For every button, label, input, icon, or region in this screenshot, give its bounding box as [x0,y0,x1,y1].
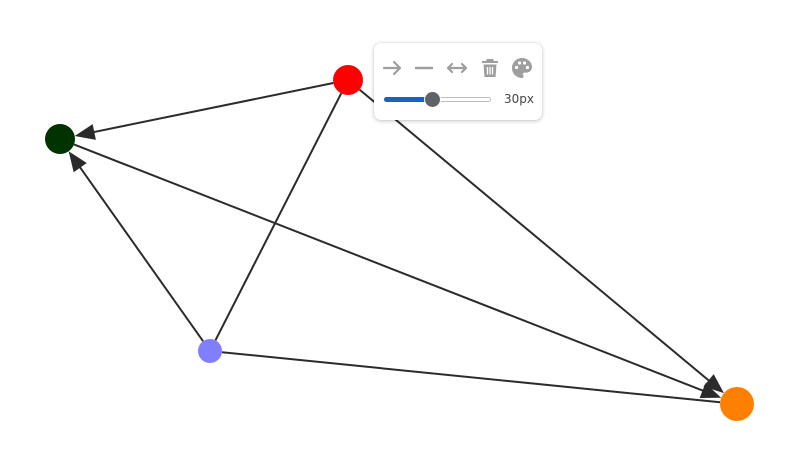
edge-red-to-orange[interactable] [358,88,724,394]
arrowhead [74,124,96,140]
double-arrow-icon [446,62,468,74]
edge-red-to-lavender[interactable] [214,92,343,341]
bidirected-edge-button[interactable] [445,56,469,80]
edge-dark-green-to-orange[interactable] [73,143,722,398]
edge-toolbar: 30px [374,43,542,120]
arrowhead [68,151,87,173]
edge-lavender-to-dark-green[interactable] [68,151,204,342]
line-icon [414,66,434,70]
slider-fill [384,97,433,102]
edge-red-to-dark-green[interactable] [74,82,334,140]
edge-line [75,162,204,342]
edge-line [214,92,343,341]
node-dark-green[interactable] [45,124,75,154]
nodes-layer [45,65,754,421]
edge-line [73,143,709,394]
edge-line [358,88,714,385]
delete-button[interactable] [478,56,502,80]
color-button[interactable] [510,56,534,80]
edge-width-slider[interactable] [384,91,491,108]
arrow-right-icon [382,60,402,76]
arrowhead [703,374,724,394]
edge-lavender-to-orange[interactable] [221,351,721,404]
edges-layer [68,82,724,404]
edge-line [88,82,334,135]
edge-width-value: 30px [504,92,534,106]
palette-icon [512,58,532,78]
node-orange[interactable] [720,387,754,421]
directed-edge-button[interactable] [381,56,405,80]
undirected-edge-button[interactable] [412,56,436,80]
slider-thumb[interactable] [424,91,442,108]
edge-line [221,351,721,404]
trash-icon [482,59,498,77]
node-red[interactable] [333,65,363,95]
arrowhead [699,383,722,398]
node-lavender[interactable] [198,339,222,363]
